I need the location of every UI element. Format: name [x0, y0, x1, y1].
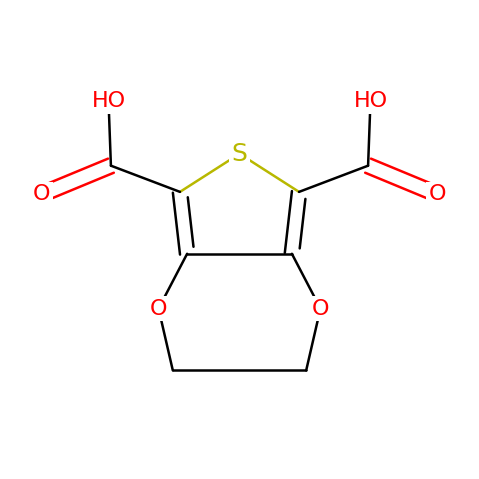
Text: HO: HO: [91, 91, 125, 112]
Text: O: O: [428, 184, 446, 204]
Text: O: O: [312, 298, 329, 319]
Text: O: O: [33, 184, 51, 204]
Text: O: O: [150, 298, 167, 319]
Text: HO: HO: [354, 91, 388, 112]
Text: S: S: [231, 142, 248, 166]
